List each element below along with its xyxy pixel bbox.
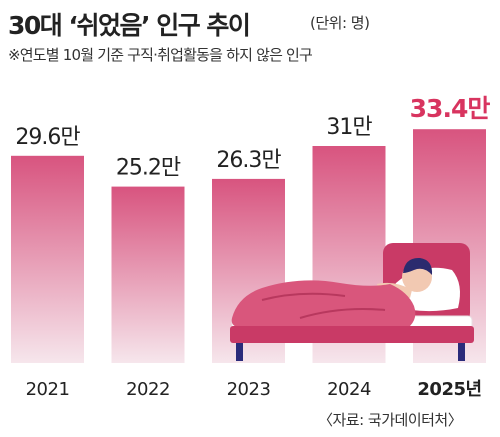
chart-title: 30대 ‘쉬었음’ 인구 추이 <box>8 11 251 40</box>
value-label: 33.4만 <box>410 94 491 123</box>
category-label: 2024 <box>327 379 371 400</box>
value-label: 26.3만 <box>216 148 281 173</box>
bar-2022 <box>111 186 185 363</box>
chart-subtitle: ※연도별 10월 기준 구직·취업활동을 하지 않은 인구 <box>8 46 313 64</box>
value-label: 25.2만 <box>116 156 181 181</box>
category-label: 2022 <box>126 379 170 400</box>
blanket <box>231 280 416 328</box>
person-hair <box>403 257 433 275</box>
category-label: 2023 <box>227 379 271 400</box>
value-label: 31만 <box>326 115 372 140</box>
data-source: 〈자료: 국가데이터처〉 <box>318 411 463 429</box>
value-label: 29.6만 <box>15 125 80 150</box>
category-label: 2021 <box>26 379 70 400</box>
unit-note: (단위: 명) <box>310 14 370 32</box>
sleeping-person-illustration <box>230 243 474 361</box>
bed-leg <box>458 343 465 361</box>
bed-frame <box>230 326 474 343</box>
bar-2021 <box>11 155 84 363</box>
bed-leg <box>236 343 243 361</box>
category-label: 2025년 <box>417 379 481 400</box>
